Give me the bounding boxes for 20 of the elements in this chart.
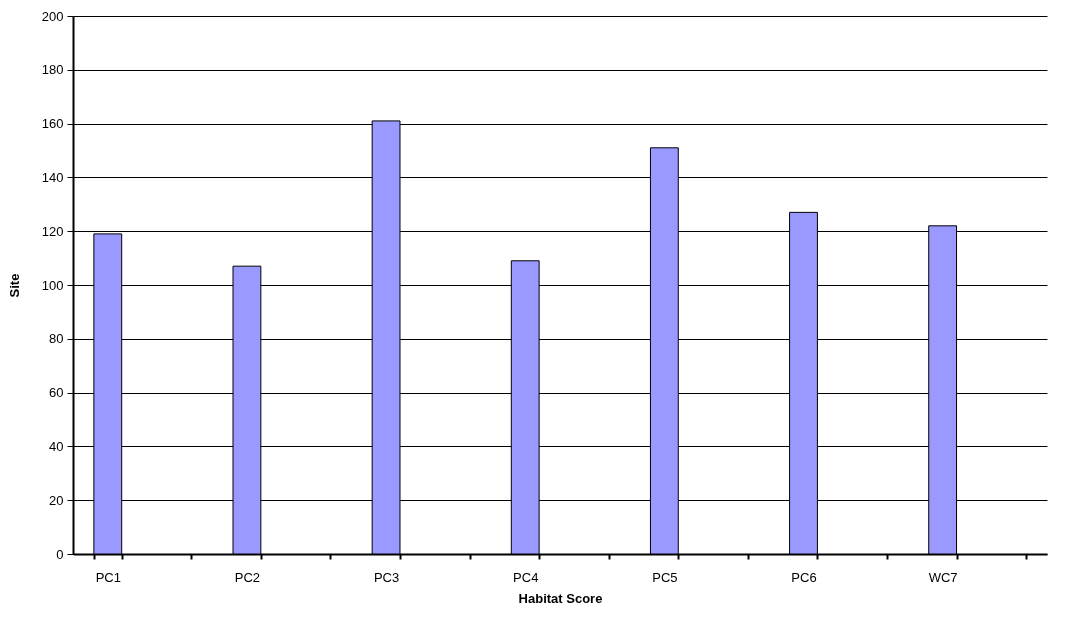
x-tick-label: WC7 xyxy=(928,569,958,585)
y-tick-label: 100 xyxy=(41,277,64,293)
x-tick-label: PC4 xyxy=(513,569,539,585)
x-axis-title: Habitat Score xyxy=(518,590,603,606)
y-tick-label: 140 xyxy=(41,169,64,185)
x-tick-label: PC3 xyxy=(373,569,400,585)
x-tick-label: PC2 xyxy=(234,569,261,585)
y-tick-label: 60 xyxy=(49,385,64,401)
y-tick-label: 180 xyxy=(41,62,64,78)
y-tick-label: 160 xyxy=(41,116,64,132)
y-tick-label: 200 xyxy=(41,8,64,24)
x-tick-label: PC5 xyxy=(652,569,678,585)
y-tick-label: 80 xyxy=(49,331,64,347)
y-tick-label: 120 xyxy=(41,223,64,239)
y-axis-title: Site xyxy=(6,273,22,298)
y-tick-label: 40 xyxy=(49,438,64,454)
x-tick-label: PC6 xyxy=(791,569,817,585)
x-tick-label: PC1 xyxy=(95,569,121,585)
y-tick-label: 0 xyxy=(56,546,64,562)
y-tick-label: 20 xyxy=(49,492,64,508)
